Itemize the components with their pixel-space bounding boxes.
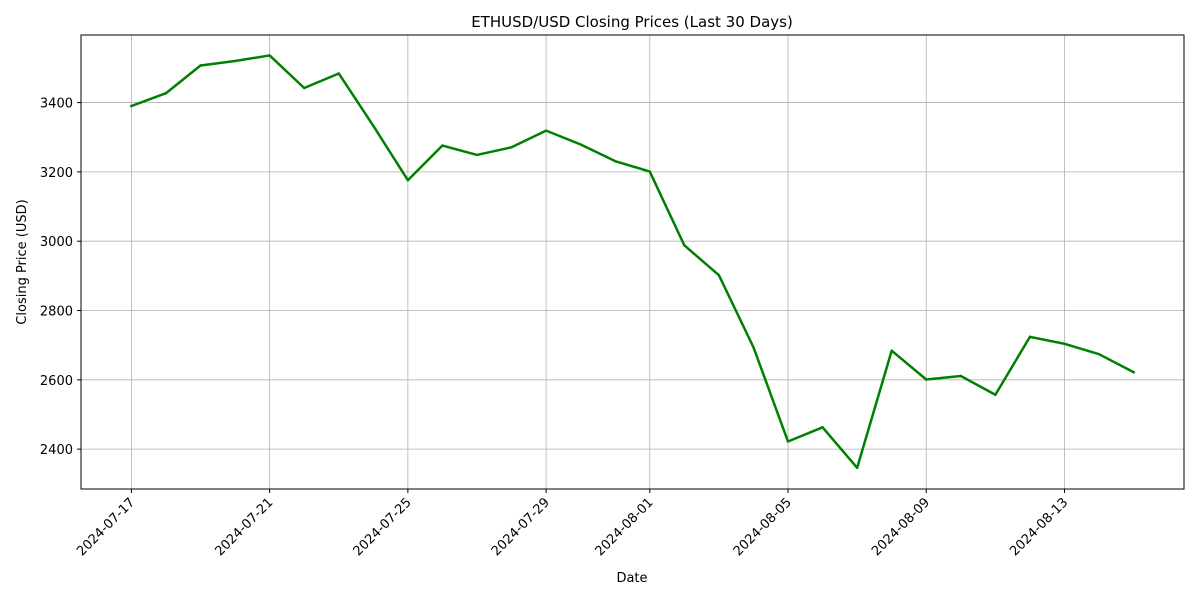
series-layer bbox=[129, 54, 1136, 470]
data-point bbox=[994, 393, 997, 396]
data-point bbox=[544, 129, 548, 132]
data-point bbox=[959, 374, 963, 378]
y-tick-label: 2800 bbox=[40, 305, 73, 320]
data-point bbox=[1097, 352, 1101, 356]
data-point bbox=[579, 143, 582, 146]
data-point bbox=[890, 349, 893, 352]
x-tick-label: 2024-08-13 bbox=[1007, 495, 1071, 559]
x-axis: 2024-07-17 2024-07-21 2024-07-25 2024-07-29… bbox=[74, 489, 1071, 559]
data-point bbox=[268, 54, 271, 57]
data-point bbox=[199, 64, 202, 67]
data-point bbox=[337, 72, 340, 75]
data-point bbox=[406, 179, 410, 182]
y-tick-label: 3200 bbox=[40, 166, 73, 181]
x-tick-label: 2024-07-17 bbox=[74, 495, 138, 559]
y-tick-label: 2400 bbox=[40, 443, 73, 458]
data-point bbox=[855, 466, 859, 470]
plot-frame bbox=[80, 34, 1185, 490]
data-point bbox=[130, 104, 133, 108]
data-point bbox=[164, 92, 168, 95]
data-point bbox=[717, 273, 721, 277]
data-point bbox=[475, 153, 479, 157]
data-point bbox=[1028, 335, 1032, 339]
grid bbox=[81, 35, 1184, 489]
y-axis-label: Closing Price (USD) bbox=[15, 199, 30, 324]
data-point bbox=[614, 159, 617, 163]
x-tick-label: 2024-08-05 bbox=[731, 495, 795, 559]
y-tick-label: 2600 bbox=[40, 374, 73, 389]
x-axis-label: Date bbox=[616, 571, 647, 586]
data-point bbox=[1063, 342, 1066, 345]
data-point bbox=[648, 170, 651, 173]
price-line bbox=[129, 54, 1136, 470]
chart-title: ETHUSD/USD Closing Prices (Last 30 Days) bbox=[471, 13, 793, 31]
data-point bbox=[925, 378, 928, 381]
y-tick-label: 3400 bbox=[40, 97, 73, 112]
data-point bbox=[752, 346, 755, 349]
x-tick-label: 2024-07-25 bbox=[351, 495, 415, 559]
data-point bbox=[510, 146, 513, 149]
data-point bbox=[1132, 371, 1135, 374]
x-tick-label: 2024-08-09 bbox=[869, 495, 933, 559]
data-point bbox=[441, 144, 444, 147]
data-point bbox=[233, 59, 237, 63]
data-point bbox=[821, 426, 824, 429]
x-tick-label: 2024-07-21 bbox=[212, 495, 276, 559]
data-point bbox=[786, 440, 790, 443]
data-point bbox=[302, 86, 306, 90]
y-tick-label: 3000 bbox=[40, 235, 73, 250]
data-point bbox=[683, 244, 686, 247]
data-point bbox=[372, 124, 375, 128]
y-axis: 2400 2600 2800 3000 3200 3400 bbox=[40, 97, 81, 458]
x-tick-label: 2024-07-29 bbox=[489, 495, 553, 559]
x-tick-label: 2024-08-01 bbox=[593, 495, 657, 559]
